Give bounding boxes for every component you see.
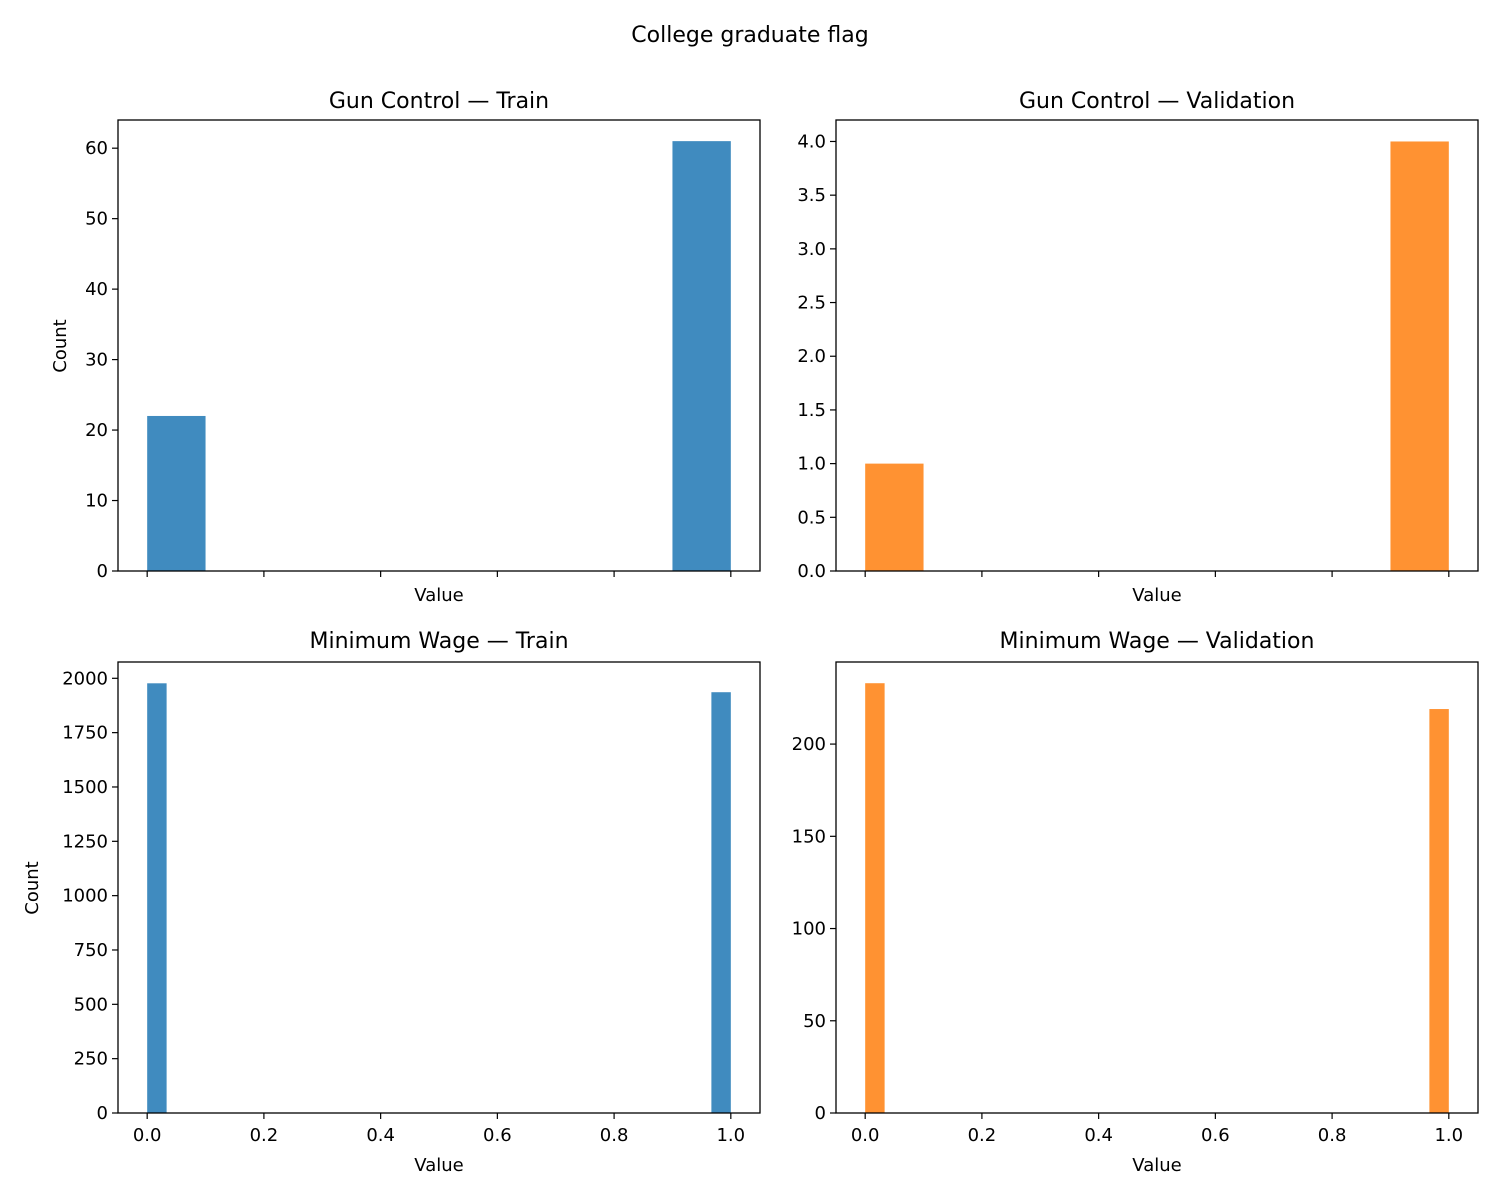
panel-minimum-wage-train: Minimum Wage — Train Value Count 0.0 0.2 0… <box>22 629 761 1176</box>
x-axis-label: Value <box>1132 1155 1181 1176</box>
x-tick-label: 0.6 <box>483 1125 512 1146</box>
axes-frame <box>835 119 1479 572</box>
histogram-bar <box>1390 141 1449 571</box>
histogram-bar <box>672 141 731 571</box>
x-tick-label: 0.0 <box>133 1125 162 1146</box>
x-ticks: 0.0 0.2 0.4 0.6 0.8 1.0 <box>851 1113 1463 1146</box>
y-tick-label: 2.0 <box>797 346 826 367</box>
y-tick-label: 150 <box>792 826 826 847</box>
y-tick-label: 1250 <box>62 831 108 852</box>
x-tick-label: 0.6 <box>1201 1125 1230 1146</box>
x-tick-label: 1.0 <box>1434 1125 1463 1146</box>
y-ticks: 0 50 100 150 200 <box>792 734 836 1124</box>
histogram-bar <box>147 415 206 571</box>
y-tick-label: 1.5 <box>797 400 826 421</box>
y-tick-label: 40 <box>85 279 108 300</box>
histogram-bar <box>865 683 885 1113</box>
x-tick-label: 0.8 <box>1318 1125 1347 1146</box>
y-tick-label: 4.0 <box>797 131 826 152</box>
bars <box>147 683 731 1113</box>
bars <box>147 141 731 571</box>
y-tick-label: 1750 <box>62 723 108 744</box>
y-tick-label: 1.0 <box>797 454 826 475</box>
panel-gun-control-validation: Gun Control — Validation Value 0.0 0.5 1.0… <box>797 89 1479 606</box>
x-axis-label: Value <box>1132 585 1181 606</box>
x-ticks <box>146 571 732 577</box>
y-tick-label: 500 <box>74 994 108 1015</box>
y-tick-label: 0 <box>97 561 108 582</box>
panel-title: Minimum Wage — Validation <box>1000 629 1315 654</box>
y-tick-label: 50 <box>85 209 108 230</box>
y-tick-label: 2000 <box>62 668 108 689</box>
panel-title: Gun Control — Train <box>329 89 549 114</box>
x-axis-label: Value <box>414 585 463 606</box>
y-tick-label: 0 <box>815 1103 826 1124</box>
x-tick-label: 0.4 <box>1084 1125 1113 1146</box>
panel-title: Gun Control — Validation <box>1019 89 1295 114</box>
y-tick-label: 250 <box>74 1049 108 1070</box>
y-ticks: 0 10 20 30 40 50 60 <box>85 138 118 582</box>
figure-suptitle: College graduate flag <box>631 23 868 48</box>
bars <box>865 141 1449 571</box>
y-tick-label: 0.5 <box>797 507 826 528</box>
y-tick-label: 1000 <box>62 886 108 907</box>
y-tick-label: 750 <box>74 940 108 961</box>
axes-frame <box>835 661 1479 1114</box>
y-tick-label: 1500 <box>62 777 108 798</box>
y-tick-label: 10 <box>85 491 108 512</box>
y-ticks: 0 250 500 750 1000 1250 1500 1750 2000 <box>62 668 118 1124</box>
x-axis-label: Value <box>414 1155 463 1176</box>
bars <box>865 683 1449 1113</box>
y-tick-label: 30 <box>85 350 108 371</box>
y-tick-label: 3.5 <box>797 185 826 206</box>
y-axis-label: Count <box>22 861 43 914</box>
y-tick-label: 0 <box>97 1103 108 1124</box>
x-tick-label: 0.8 <box>600 1125 629 1146</box>
x-tick-label: 0.4 <box>366 1125 395 1146</box>
axes-frame <box>117 119 761 572</box>
y-tick-label: 0.0 <box>797 561 826 582</box>
histogram-bar <box>711 692 731 1113</box>
y-tick-label: 3.0 <box>797 239 826 260</box>
histogram-bar <box>147 683 167 1113</box>
panel-title: Minimum Wage — Train <box>309 629 568 654</box>
x-tick-label: 1.0 <box>716 1125 745 1146</box>
y-ticks: 0.0 0.5 1.0 1.5 2.0 2.5 3.0 3.5 4.0 <box>797 131 836 582</box>
axes-frame <box>117 661 761 1114</box>
y-tick-label: 20 <box>85 420 108 441</box>
panel-minimum-wage-validation: Minimum Wage — Validation Value 0.0 0.2 0.… <box>792 629 1479 1176</box>
y-tick-label: 200 <box>792 734 826 755</box>
histogram-bar <box>1429 709 1449 1113</box>
y-tick-label: 60 <box>85 138 108 159</box>
x-ticks: 0.0 0.2 0.4 0.6 0.8 1.0 <box>133 1113 745 1146</box>
x-ticks <box>864 571 1450 577</box>
y-axis-label: Count <box>50 319 71 372</box>
x-tick-label: 0.2 <box>968 1125 997 1146</box>
x-tick-label: 0.2 <box>250 1125 279 1146</box>
x-tick-label: 0.0 <box>851 1125 880 1146</box>
histogram-bar <box>865 463 924 571</box>
y-tick-label: 50 <box>803 1011 826 1032</box>
y-tick-label: 100 <box>792 919 826 940</box>
panel-gun-control-train: Gun Control — Train Value Count 0 10 20 30 4… <box>50 89 761 606</box>
y-tick-label: 2.5 <box>797 293 826 314</box>
